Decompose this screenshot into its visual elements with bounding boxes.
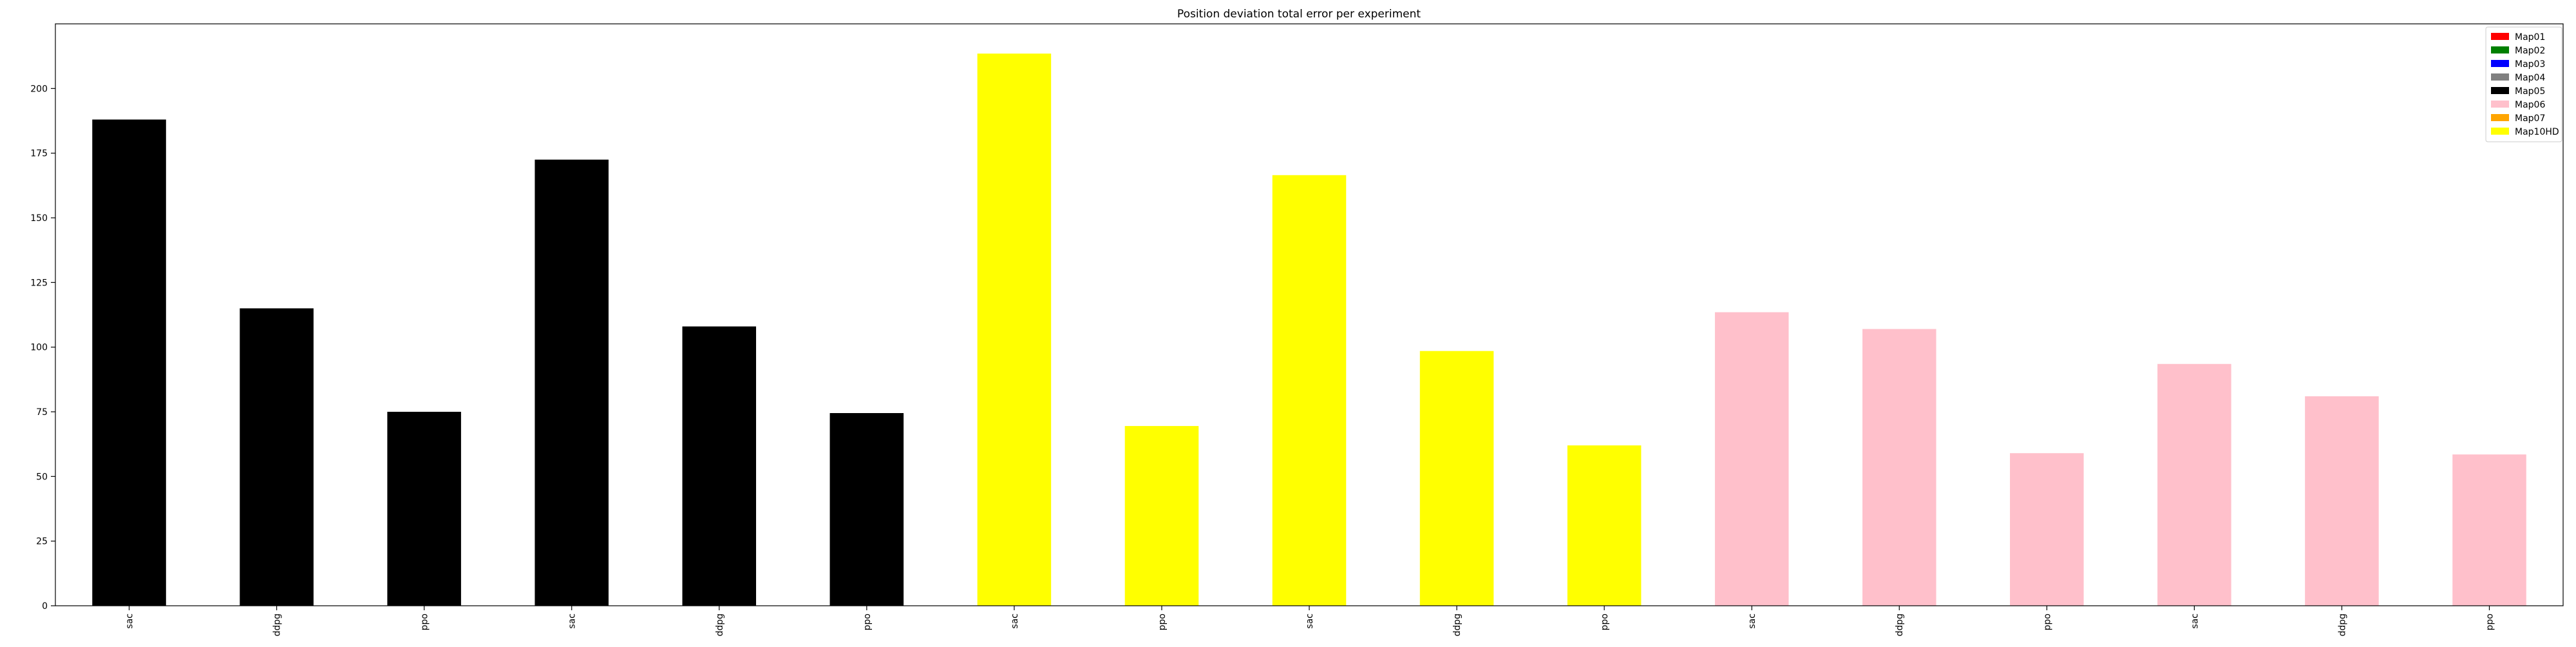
legend-label: Map03 (2515, 59, 2545, 70)
x-tick-label: sac (567, 613, 578, 629)
bar (387, 412, 461, 606)
legend-label: Map02 (2515, 46, 2545, 56)
bar (829, 413, 904, 606)
x-tick-label: ppo (1157, 613, 1168, 630)
bar (240, 308, 314, 606)
legend-swatch (2491, 60, 2509, 67)
x-tick-label: ppo (862, 613, 873, 630)
y-tick-label: 75 (36, 407, 48, 418)
x-tick-label: ppo (1600, 613, 1610, 630)
x-tick-label: sac (2190, 613, 2200, 629)
x-tick-label: ddpg (2337, 613, 2347, 637)
x-tick-label: ddpg (715, 613, 725, 637)
plot-frame (55, 23, 2564, 606)
x-tick-label: sac (1305, 613, 1315, 629)
x-tick-label: ppo (420, 613, 430, 630)
legend-swatch (2491, 114, 2509, 121)
y-tick-label: 200 (30, 84, 48, 94)
legend-label: Map10HD (2515, 127, 2559, 137)
chart-title: Position deviation total error per exper… (1177, 8, 1421, 21)
y-tick-label: 100 (30, 343, 48, 353)
legend-label: Map07 (2515, 113, 2545, 124)
bar (1714, 312, 1789, 606)
legend-label: Map01 (2515, 32, 2545, 43)
y-tick-label: 175 (30, 149, 48, 159)
bar (92, 119, 166, 606)
bar (2010, 453, 2084, 606)
legend-swatch (2491, 128, 2509, 135)
x-tick-label: ppo (2042, 613, 2052, 630)
bar (1862, 329, 1937, 606)
legend-swatch (2491, 46, 2509, 53)
legend-label: Map04 (2515, 73, 2545, 83)
bars (92, 53, 2526, 606)
x-tick-label: ppo (2485, 613, 2495, 630)
bar (977, 53, 1052, 606)
legend-box (2485, 26, 2562, 142)
y-tick-label: 125 (30, 278, 48, 288)
legend-swatch (2491, 33, 2509, 40)
legend: Map01 Map02 Map03 Map04 Map05 Map06 Map07 Map10… (2485, 26, 2562, 142)
bar (682, 326, 757, 606)
y-tick-label: 25 (36, 537, 48, 547)
legend-swatch (2491, 73, 2509, 81)
legend-label: Map05 (2515, 86, 2545, 97)
legend-swatch (2491, 87, 2509, 94)
x-axis: sac ddpg ppo sac ddpg ppo sac ppo sac ddpg ppo sac d… (125, 606, 2495, 637)
bar (1419, 351, 1494, 606)
x-tick-label: ddpg (272, 613, 283, 637)
bar (2452, 454, 2526, 606)
y-tick-label: 150 (30, 213, 48, 224)
x-tick-label: ddpg (1452, 613, 1463, 637)
y-axis: 0 25 50 75 100 125 150 175 200 (30, 84, 55, 612)
bar (1272, 175, 1347, 606)
legend-swatch (2491, 101, 2509, 108)
x-tick-label: ddpg (1895, 613, 1905, 637)
x-tick-label: sac (1010, 613, 1020, 629)
bar (1124, 426, 1199, 606)
bar (535, 159, 609, 606)
bar (2157, 363, 2231, 606)
x-tick-label: sac (1747, 613, 1757, 629)
bar (2305, 396, 2379, 606)
y-tick-label: 50 (36, 472, 48, 482)
y-tick-label: 0 (42, 601, 48, 612)
legend-label: Map06 (2515, 100, 2545, 110)
x-tick-label: sac (125, 613, 135, 629)
bar (1567, 445, 1642, 606)
